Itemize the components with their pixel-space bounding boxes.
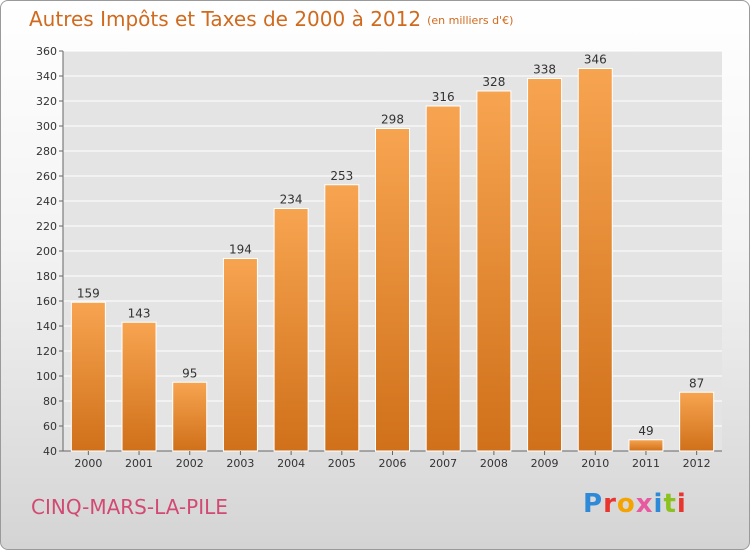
x-tick-label-2012: 2012	[683, 457, 711, 470]
y-tick-label: 240	[36, 195, 57, 208]
x-tick-label-2009: 2009	[531, 457, 559, 470]
x-tick-label-2004: 2004	[277, 457, 305, 470]
y-tick-label: 260	[36, 170, 57, 183]
proxiti-logo[interactable]: Proxiti	[583, 489, 687, 519]
logo-letter: P	[583, 489, 604, 519]
x-tick-label-2002: 2002	[176, 457, 204, 470]
y-tick-label: 280	[36, 145, 57, 158]
data-label-2008: 328	[482, 75, 505, 89]
y-tick-label: 220	[36, 220, 57, 233]
bar-2005	[324, 184, 360, 452]
bar-2002	[172, 381, 208, 452]
chart-subtitle: (en milliers d'€)	[427, 14, 514, 27]
x-tick-label-2008: 2008	[480, 457, 508, 470]
y-tick-label: 180	[36, 270, 57, 283]
data-label-2009: 338	[533, 63, 556, 77]
bar-2009	[527, 78, 563, 452]
plot-area: 40 60 80 100 120 140 160 180 200 220 240 260 280 300 3…	[36, 45, 722, 470]
x-tick-label-2010: 2010	[581, 457, 609, 470]
data-label-2006: 298	[381, 113, 404, 127]
x-tick-label-2000: 2000	[74, 457, 102, 470]
data-label-2000: 159	[77, 286, 100, 300]
logo-letter: i	[653, 489, 664, 519]
logo-letter: r	[603, 489, 617, 519]
data-label-2004: 234	[280, 193, 303, 207]
y-tick-label: 360	[36, 45, 57, 58]
x-tick-label-2011: 2011	[632, 457, 660, 470]
bar-2011	[628, 439, 664, 452]
chart-title: Autres Impôts et Taxes de 2000 à 2012 (en…	[29, 7, 513, 31]
data-label-2002: 95	[182, 366, 197, 380]
bar-2008	[476, 90, 512, 452]
data-label-2005: 253	[330, 169, 353, 183]
bar-2003	[222, 258, 258, 452]
bar-2000	[70, 301, 106, 452]
data-label-2003: 194	[229, 243, 252, 257]
y-tick-label: 40	[43, 445, 57, 458]
bar-2006	[375, 128, 410, 452]
y-tick-label: 200	[36, 245, 57, 258]
x-tick-label-2007: 2007	[429, 457, 457, 470]
y-tick-label: 100	[36, 370, 57, 383]
bar-2010	[577, 68, 613, 452]
logo-letter: x	[635, 489, 654, 519]
x-tick-label-2001: 2001	[125, 457, 153, 470]
data-label-2007: 316	[432, 90, 455, 104]
x-tick-label-2005: 2005	[328, 457, 356, 470]
x-tick-label-2006: 2006	[379, 457, 407, 470]
logo-letter: t	[663, 489, 677, 519]
y-tick-label: 320	[36, 95, 57, 108]
y-tick-label: 80	[43, 395, 57, 408]
y-tick-label: 300	[36, 120, 57, 133]
bar-2007	[425, 105, 461, 452]
data-label-2012: 87	[689, 376, 704, 390]
y-tick-label: 60	[43, 420, 57, 433]
chart-title-text: Autres Impôts et Taxes de 2000 à 2012	[29, 7, 422, 31]
x-tick-label-2003: 2003	[226, 457, 254, 470]
data-label-2001: 143	[128, 306, 151, 320]
logo-letter: i	[676, 489, 687, 519]
y-tick-label: 340	[36, 70, 57, 83]
bar-2004	[273, 208, 309, 452]
data-label-2010: 346	[584, 53, 607, 67]
bar-2012	[679, 391, 715, 452]
data-label-2011: 49	[638, 424, 653, 438]
logo-letter: o	[616, 489, 636, 519]
y-tick-label: 140	[36, 320, 57, 333]
commune-name: CINQ-MARS-LA-PILE	[31, 495, 228, 519]
bar-2001	[121, 321, 157, 452]
y-tick-label: 160	[36, 295, 57, 308]
y-tick-label: 120	[36, 345, 57, 358]
